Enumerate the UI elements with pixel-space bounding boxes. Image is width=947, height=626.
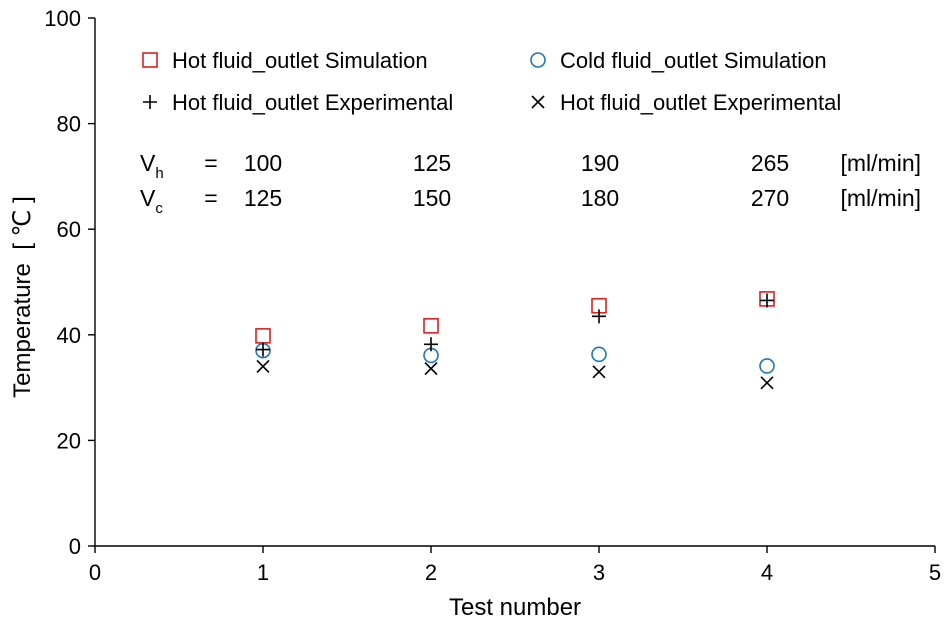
data-point-plus bbox=[256, 342, 270, 357]
annotation-value: 125 bbox=[413, 150, 451, 176]
annotation-value: 190 bbox=[581, 150, 619, 176]
annotation-symbol: Vh bbox=[140, 150, 164, 182]
annotation-unit: [ml/min] bbox=[841, 150, 922, 176]
annotation-equals: = bbox=[204, 150, 217, 176]
data-point-plus bbox=[424, 337, 438, 352]
data-point-square bbox=[255, 328, 271, 344]
legend-marker-circle bbox=[530, 52, 546, 68]
annotation-value: 150 bbox=[413, 185, 451, 211]
data-point-square bbox=[423, 318, 439, 334]
annotation-value: 125 bbox=[244, 185, 282, 211]
annotation-symbol-subscript: h bbox=[155, 165, 163, 182]
annotation-value: 270 bbox=[751, 185, 789, 211]
data-point-plus bbox=[760, 293, 774, 308]
y-tick-label: 40 bbox=[57, 323, 81, 348]
y-axis-title: Temperature [ ℃ ] bbox=[9, 196, 36, 398]
data-point-x bbox=[760, 376, 774, 390]
y-tick-label: 20 bbox=[57, 428, 81, 453]
x-tick-label: 5 bbox=[929, 560, 941, 585]
x-tick-label: 4 bbox=[761, 560, 773, 585]
annotation-value: 265 bbox=[751, 150, 789, 176]
y-tick-label: 80 bbox=[57, 112, 81, 137]
x-tick-label: 0 bbox=[89, 560, 101, 585]
annotation-value: 100 bbox=[244, 150, 282, 176]
data-point-circle bbox=[591, 346, 607, 363]
data-point-x bbox=[424, 362, 438, 376]
annotation-symbol-subscript: c bbox=[155, 200, 163, 217]
legend-label: Hot fluid_outlet Experimental bbox=[172, 90, 453, 115]
x-axis-title: Test number bbox=[449, 594, 581, 621]
annotation-unit: [ml/min] bbox=[841, 185, 922, 211]
legend-marker-x bbox=[531, 95, 545, 109]
data-point-x bbox=[256, 359, 270, 374]
y-tick-label: 100 bbox=[44, 6, 81, 31]
annotation-symbol-letter: V bbox=[140, 185, 156, 211]
data-point-x bbox=[592, 365, 606, 379]
y-tick-label: 60 bbox=[57, 217, 81, 242]
x-tick-label: 3 bbox=[593, 560, 605, 585]
data-point-plus bbox=[592, 309, 606, 324]
annotation-symbol-letter: V bbox=[140, 150, 156, 176]
legend-label: Hot fluid_outlet Experimental bbox=[560, 90, 841, 115]
annotation-value: 180 bbox=[581, 185, 619, 211]
x-tick-label: 1 bbox=[257, 560, 269, 585]
annotation-equals: = bbox=[204, 185, 217, 211]
y-tick-label: 0 bbox=[69, 534, 81, 559]
data-point-circle bbox=[759, 358, 775, 374]
x-tick-label: 2 bbox=[425, 560, 437, 585]
legend-label: Cold fluid_outlet Simulation bbox=[560, 48, 827, 73]
legend-label: Hot fluid_outlet Simulation bbox=[172, 48, 428, 73]
legend-marker-plus bbox=[143, 95, 157, 109]
legend-marker-square bbox=[142, 52, 158, 68]
annotation-symbol: Vc bbox=[140, 185, 163, 217]
